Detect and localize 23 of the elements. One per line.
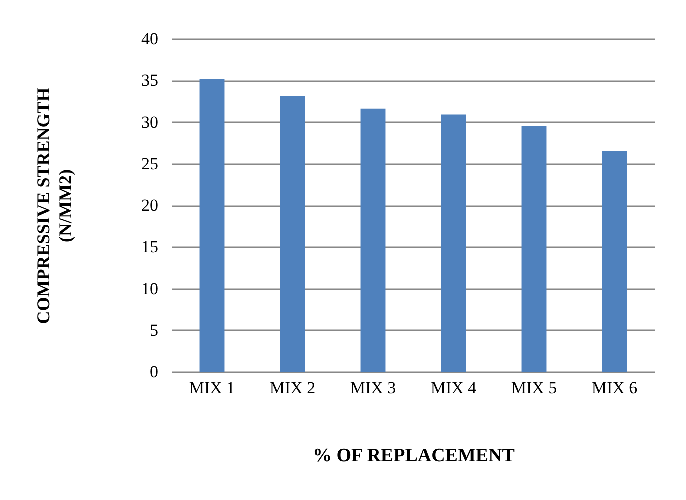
x-axis-title: % OF REPLACEMENT — [313, 446, 516, 466]
bar — [522, 126, 547, 372]
bar — [441, 114, 466, 372]
y-tick-label: 40 — [142, 30, 158, 48]
x-tick-label: MIX 6 — [592, 378, 638, 398]
x-tick-label: MIX 3 — [350, 378, 396, 398]
x-tick-label: MIX 5 — [511, 378, 558, 398]
y-tick-label: 10 — [142, 279, 158, 298]
y-tick-label: 35 — [142, 71, 158, 90]
x-tick-label: MIX 4 — [430, 378, 478, 398]
bar — [200, 78, 225, 372]
y-tick-label: 30 — [142, 112, 158, 132]
y-tick-label: 15 — [142, 238, 158, 257]
x-tick-label: MIX 2 — [270, 378, 316, 398]
y-tick-label: 0 — [150, 362, 158, 382]
bar — [360, 108, 386, 372]
y-tick-label: 5 — [150, 320, 158, 340]
y-tick-label: 25 — [142, 154, 158, 174]
x-tick-label: MIX 1 — [189, 378, 236, 398]
bar — [280, 96, 306, 372]
y-tick-label: 20 — [142, 196, 158, 215]
bar — [602, 151, 628, 372]
y-axis-title: COMPRESSIVE STRENGTH (N/MM2) — [34, 88, 76, 324]
